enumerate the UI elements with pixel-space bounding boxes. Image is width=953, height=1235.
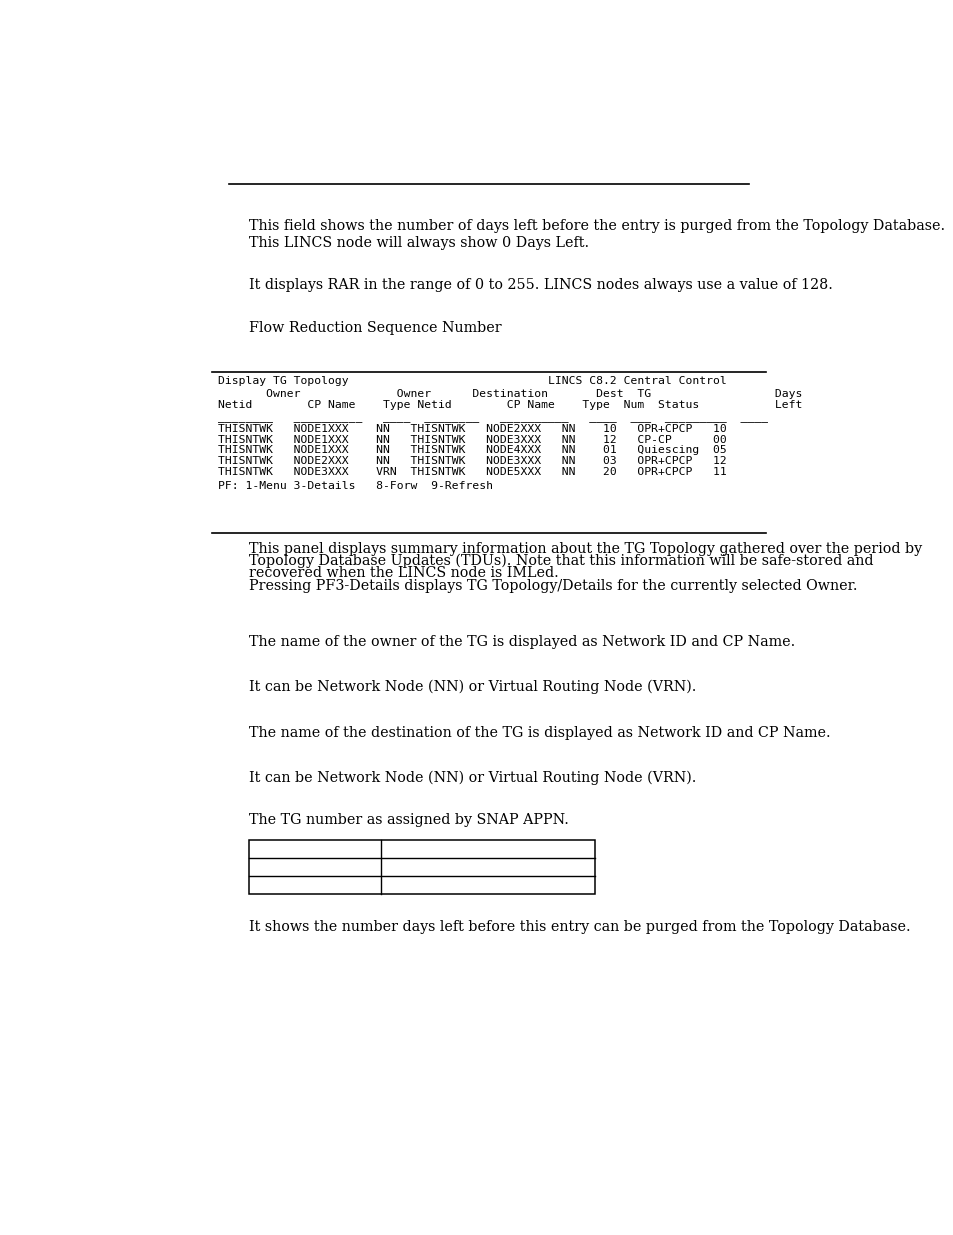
Text: THISNTWK   NODE1XXX    NN   THISNTWK   NODE4XXX   NN    01   Quiescing  05: THISNTWK NODE1XXX NN THISNTWK NODE4XXX N… (217, 446, 725, 456)
Text: Display TG Topology: Display TG Topology (217, 377, 348, 387)
Text: Netid        CP Name    Type Netid        CP Name    Type  Num  Status          : Netid CP Name Type Netid CP Name Type Nu… (217, 400, 801, 410)
Text: ________   __________   ____  ________   __________   ____  ___  _________  ____: ________ __________ ____ ________ ______… (217, 411, 767, 421)
Text: THISNTWK   NODE1XXX    NN   THISNTWK   NODE3XXX   NN    12   CP-CP      00: THISNTWK NODE1XXX NN THISNTWK NODE3XXX N… (217, 435, 725, 445)
Text: The name of the owner of the TG is displayed as Network ID and CP Name.: The name of the owner of the TG is displ… (249, 635, 794, 648)
Text: This LINCS node will always show 0 Days Left.: This LINCS node will always show 0 Days … (249, 236, 588, 249)
Text: Owner              Owner      Destination       Dest  TG                  Days: Owner Owner Destination Dest TG Days (217, 389, 801, 399)
Text: Flow Reduction Sequence Number: Flow Reduction Sequence Number (249, 321, 500, 335)
Text: THISNTWK   NODE2XXX    NN   THISNTWK   NODE3XXX   NN    03   OPR+CPCP   12: THISNTWK NODE2XXX NN THISNTWK NODE3XXX N… (217, 456, 725, 466)
Text: The name of the destination of the TG is displayed as Network ID and CP Name.: The name of the destination of the TG is… (249, 726, 829, 740)
Text: It can be Network Node (NN) or Virtual Routing Node (VRN).: It can be Network Node (NN) or Virtual R… (249, 771, 696, 784)
Text: This panel displays summary information about the TG Topology gathered over the : This panel displays summary information … (249, 542, 921, 556)
Text: Topology Database Updates (TDUs). Note that this information will be safe-stored: Topology Database Updates (TDUs). Note t… (249, 555, 872, 568)
Text: PF: 1-Menu 3-Details   8-Forw  9-Refresh: PF: 1-Menu 3-Details 8-Forw 9-Refresh (217, 480, 492, 490)
Text: The TG number as assigned by SNAP APPN.: The TG number as assigned by SNAP APPN. (249, 814, 568, 827)
Text: It displays RAR in the range of 0 to 255. LINCS nodes always use a value of 128.: It displays RAR in the range of 0 to 255… (249, 278, 832, 291)
Text: recovered when the LINCS node is IMLed.: recovered when the LINCS node is IMLed. (249, 567, 558, 580)
Text: Pressing PF3-Details displays TG Topology/Details for the currently selected Own: Pressing PF3-Details displays TG Topolog… (249, 579, 857, 593)
Text: THISNTWK   NODE1XXX    NN   THISNTWK   NODE2XXX   NN    10   OPR+CPCP   10: THISNTWK NODE1XXX NN THISNTWK NODE2XXX N… (217, 424, 725, 433)
Bar (249, 840, 595, 894)
Text: It shows the number days left before this entry can be purged from the Topology : It shows the number days left before thi… (249, 920, 909, 934)
Text: THISNTWK   NODE3XXX    VRN  THISNTWK   NODE5XXX   NN    20   OPR+CPCP   11: THISNTWK NODE3XXX VRN THISNTWK NODE5XXX … (217, 467, 725, 477)
Text: This field shows the number of days left before the entry is purged from the Top: This field shows the number of days left… (249, 219, 943, 233)
Text: It can be Network Node (NN) or Virtual Routing Node (VRN).: It can be Network Node (NN) or Virtual R… (249, 679, 696, 694)
Text: LINCS C8.2 Central Control: LINCS C8.2 Central Control (547, 377, 726, 387)
